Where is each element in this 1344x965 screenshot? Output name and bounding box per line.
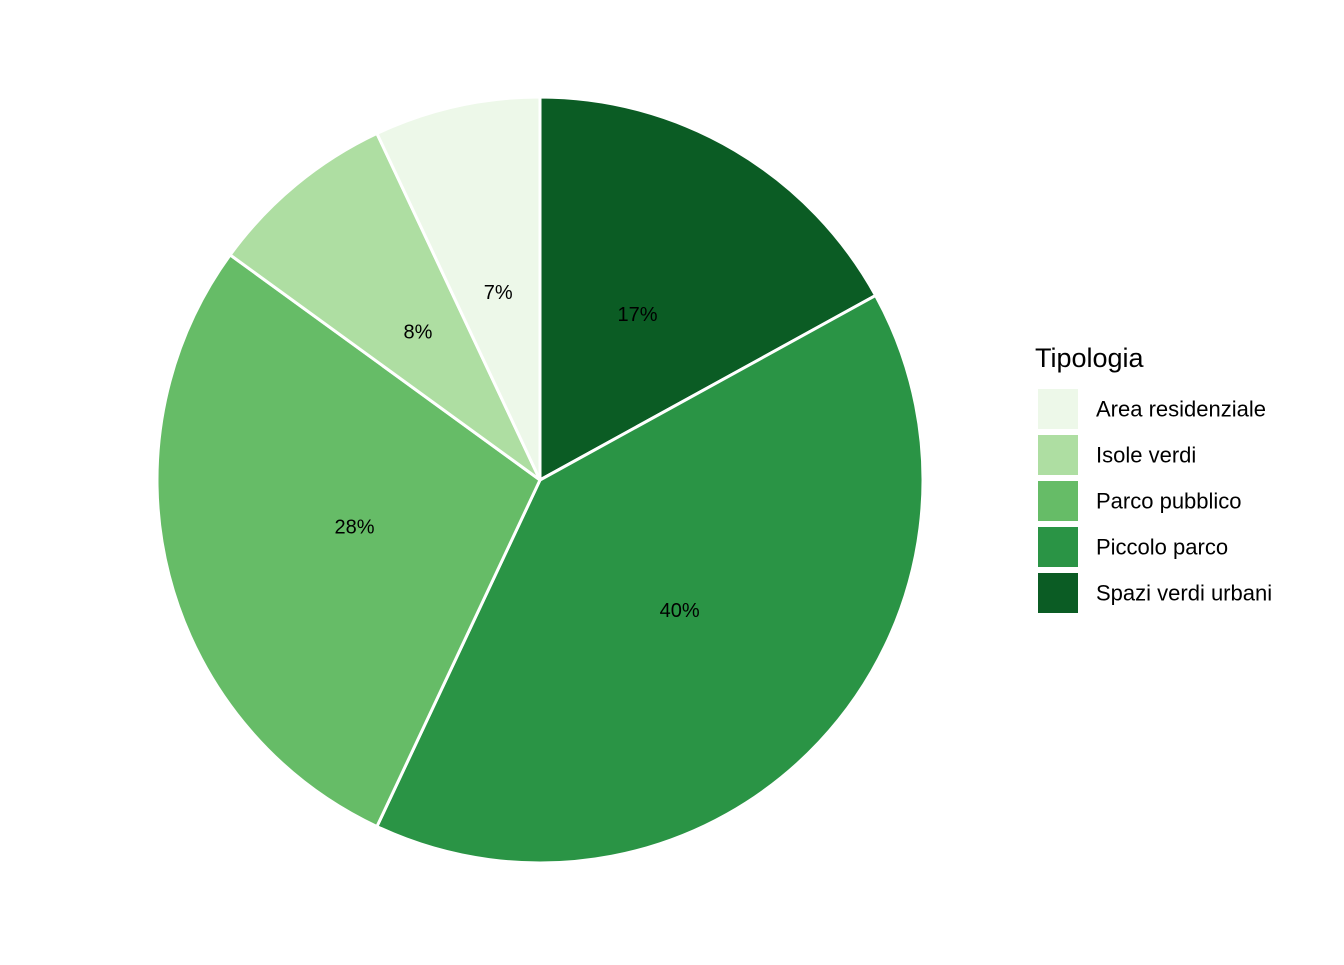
legend-label-parco-pubblico: Parco pubblico [1096,489,1242,514]
slice-label-parco-pubblico: 28% [335,517,375,539]
pie-slice-area-residenziale [375,95,542,482]
slice-label-area-residenziale: 7% [484,282,513,304]
pie-slice-parco-pubblico [155,253,542,829]
pie-slice-spazi-verdi-urbani [538,95,878,482]
pie-slices [155,95,925,865]
slice-label-isole-verdi: 8% [403,321,432,343]
legend-label-piccolo-parco: Piccolo parco [1096,535,1228,560]
pie-slice-labels: 17% 40% 28% 8% 7% [335,282,700,622]
legend-key-spazi-verdi-urbani [1038,573,1078,613]
slice-label-spazi-verdi-urbani: 17% [617,304,657,326]
legend-key-isole-verdi [1038,435,1078,475]
legend-label-spazi-verdi-urbani: Spazi verdi urbani [1096,581,1272,606]
legend: Tipologia Area residenziale Isole verdi Pa… [1035,343,1272,613]
pie-slice-isole-verdi [228,131,542,482]
pie-slice-piccolo-parco [375,293,925,865]
legend-key-area-residenziale [1038,389,1078,429]
legend-label-isole-verdi: Isole verdi [1096,443,1196,468]
legend-items: Area residenziale Isole verdi Parco pubbli… [1038,389,1272,613]
legend-key-piccolo-parco [1038,527,1078,567]
slice-label-piccolo-parco: 40% [660,600,700,622]
legend-key-parco-pubblico [1038,481,1078,521]
legend-label-area-residenziale: Area residenziale [1096,397,1266,422]
legend-title: Tipologia [1035,343,1145,373]
